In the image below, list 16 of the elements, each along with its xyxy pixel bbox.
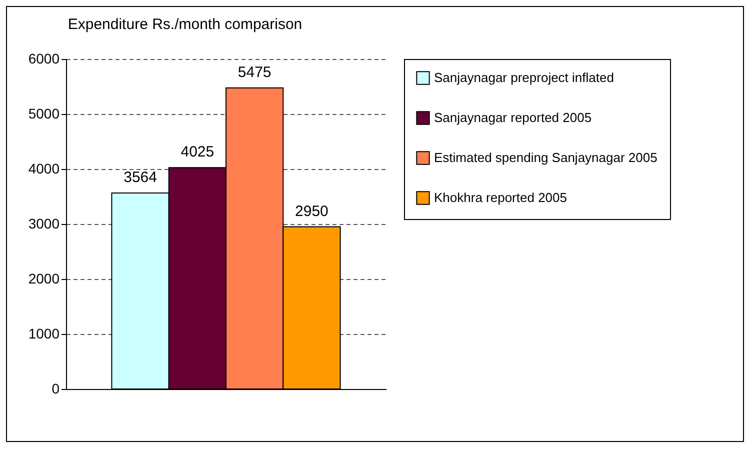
y-tick-label: 3000 bbox=[28, 216, 60, 232]
legend-label: Khokhra reported 2005 bbox=[434, 190, 567, 205]
chart-title: Expenditure Rs./month comparison bbox=[68, 16, 302, 33]
y-tick-label: 5000 bbox=[28, 106, 60, 122]
data-label: 5475 bbox=[238, 64, 272, 81]
legend-label: Sanjaynagar reported 2005 bbox=[434, 110, 592, 125]
data-label: 3564 bbox=[124, 168, 157, 186]
y-tick-label: 1000 bbox=[28, 326, 60, 342]
y-tick-label: 2000 bbox=[28, 270, 60, 286]
y-tick-label: 6000 bbox=[28, 50, 60, 66]
y-tick-label: 0 bbox=[52, 380, 60, 396]
data-label: 2950 bbox=[295, 202, 328, 220]
legend-label: Sanjaynagar preproject inflated bbox=[434, 70, 614, 85]
y-tick-label: 4000 bbox=[28, 160, 60, 176]
data-label: 4025 bbox=[180, 144, 214, 161]
legend-label: Estimated spending Sanjaynagar 2005 bbox=[434, 150, 658, 165]
